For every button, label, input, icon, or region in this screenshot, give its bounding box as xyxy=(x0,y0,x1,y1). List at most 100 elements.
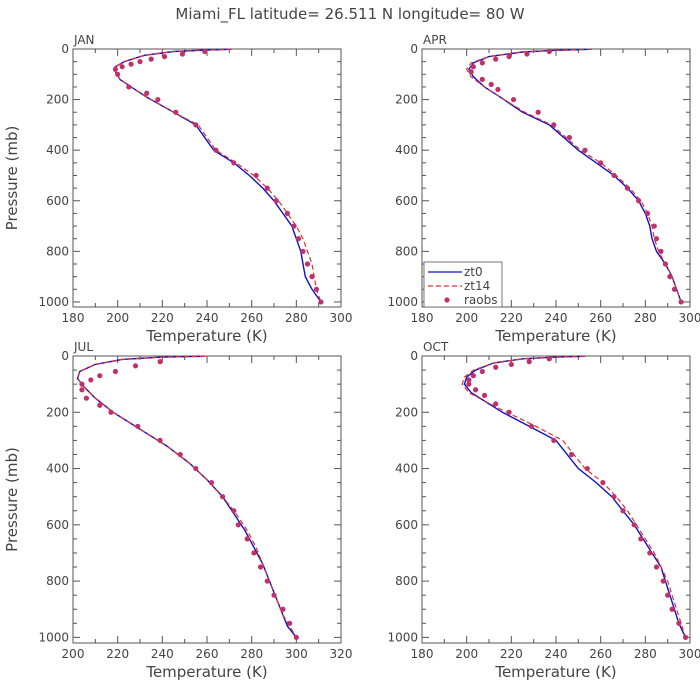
data-point xyxy=(653,564,660,570)
data-point xyxy=(309,274,315,280)
data-point xyxy=(470,373,476,379)
data-point xyxy=(660,578,666,584)
series-raobs xyxy=(112,48,324,305)
data-point xyxy=(488,81,494,88)
x-axis-label: Temperature (K) xyxy=(494,663,616,681)
data-point xyxy=(79,387,85,393)
legend-label: raobs xyxy=(464,293,498,307)
x-tick-label: 260 xyxy=(196,647,219,661)
y-tick-label: 1000 xyxy=(387,630,418,644)
x-tick-label: 180 xyxy=(411,311,434,325)
y-tick-label: 800 xyxy=(46,244,69,258)
series-line-zt14 xyxy=(114,48,322,303)
data-point xyxy=(293,634,299,640)
y-tick-label: 800 xyxy=(395,574,418,588)
data-point xyxy=(128,61,134,67)
series-line-zt0 xyxy=(463,355,687,638)
series-line-zt14 xyxy=(76,355,297,638)
data-point xyxy=(493,401,499,407)
data-point xyxy=(112,368,119,375)
x-tick-label: 200 xyxy=(62,647,85,661)
series-line-zt0 xyxy=(114,48,322,303)
series-line-zt14 xyxy=(465,48,682,303)
data-point xyxy=(173,109,179,115)
x-tick-label: 220 xyxy=(151,311,174,325)
y-tick-label: 600 xyxy=(46,194,69,208)
data-point xyxy=(79,381,85,387)
x-tick-label: 200 xyxy=(106,311,129,325)
plot-frame xyxy=(72,48,342,308)
data-point xyxy=(638,536,644,542)
y-tick-label: 600 xyxy=(46,518,69,532)
data-point xyxy=(291,223,297,229)
x-tick-label: 280 xyxy=(634,647,657,661)
data-point xyxy=(108,409,114,415)
data-point xyxy=(83,395,89,401)
data-point xyxy=(468,69,474,75)
data-point xyxy=(546,48,552,55)
data-point xyxy=(636,198,642,204)
data-point xyxy=(264,578,270,584)
panel-title: OCT xyxy=(423,340,449,354)
data-point xyxy=(510,96,517,103)
panels: 180 200 220 240 260 280 300 0 200 400 600 800 1000 JA… xyxy=(3,33,700,681)
x-tick-label: 200 xyxy=(455,647,478,661)
data-point xyxy=(651,223,657,229)
figure-title: Miami_FL latitude= 26.511 N longitude= 8… xyxy=(175,5,524,24)
data-point xyxy=(662,261,669,267)
x-tick-label: 320 xyxy=(330,647,353,661)
x-axis-label: Temperature (K) xyxy=(494,327,616,345)
y-tick-label: 800 xyxy=(46,574,69,588)
data-point xyxy=(658,248,664,254)
y-tick-label: 1000 xyxy=(38,630,69,644)
data-point xyxy=(157,359,163,365)
legend-marker xyxy=(444,297,450,303)
data-point xyxy=(524,51,530,57)
x-tick-label: 220 xyxy=(500,311,523,325)
data-point xyxy=(526,359,532,365)
data-point xyxy=(528,423,535,429)
data-point xyxy=(506,53,512,60)
x-tick-label: 260 xyxy=(589,647,612,661)
panel-title: JAN xyxy=(73,33,95,47)
data-point xyxy=(287,620,293,626)
y-tick-label: 1000 xyxy=(38,295,69,309)
data-point xyxy=(546,356,552,362)
y-tick-label: 200 xyxy=(46,405,69,419)
data-point xyxy=(271,592,277,598)
y-axis-label: Pressure (mb) xyxy=(3,126,21,231)
x-tick-label: 280 xyxy=(634,311,657,325)
y-tick-label: 400 xyxy=(46,143,69,157)
data-point xyxy=(115,71,121,77)
x-tick-label: 280 xyxy=(240,647,263,661)
data-point xyxy=(161,53,168,60)
data-point xyxy=(313,286,320,292)
data-point xyxy=(251,550,257,556)
x-tick-label: 300 xyxy=(330,311,353,325)
data-point xyxy=(479,76,485,82)
data-point xyxy=(508,361,514,368)
data-point xyxy=(481,392,488,398)
y-tick-label: 400 xyxy=(46,462,69,476)
y-tick-label: 400 xyxy=(395,462,418,476)
data-point xyxy=(611,172,617,179)
y-axis-label: Pressure (mb) xyxy=(3,447,21,552)
data-point xyxy=(493,56,499,62)
x-tick-label: 300 xyxy=(285,647,308,661)
data-point xyxy=(231,508,237,514)
data-point xyxy=(179,51,186,57)
data-point xyxy=(155,96,161,103)
panel-oct: 180 200 220 240 260 280 300 0 200 400 600 800 1000 OC… xyxy=(387,340,700,681)
x-tick-label: 300 xyxy=(679,647,700,661)
x-tick-label: 240 xyxy=(151,647,174,661)
data-point xyxy=(566,134,573,141)
legend-label: zt14 xyxy=(464,279,490,293)
y-tick-label: 0 xyxy=(410,349,418,363)
data-point xyxy=(157,437,163,444)
data-point xyxy=(466,377,472,383)
x-tick-label: 300 xyxy=(679,311,700,325)
legend-label: zt0 xyxy=(464,265,483,279)
x-tick-label: 260 xyxy=(240,311,263,325)
data-point xyxy=(495,86,501,93)
x-tick-label: 240 xyxy=(545,647,568,661)
